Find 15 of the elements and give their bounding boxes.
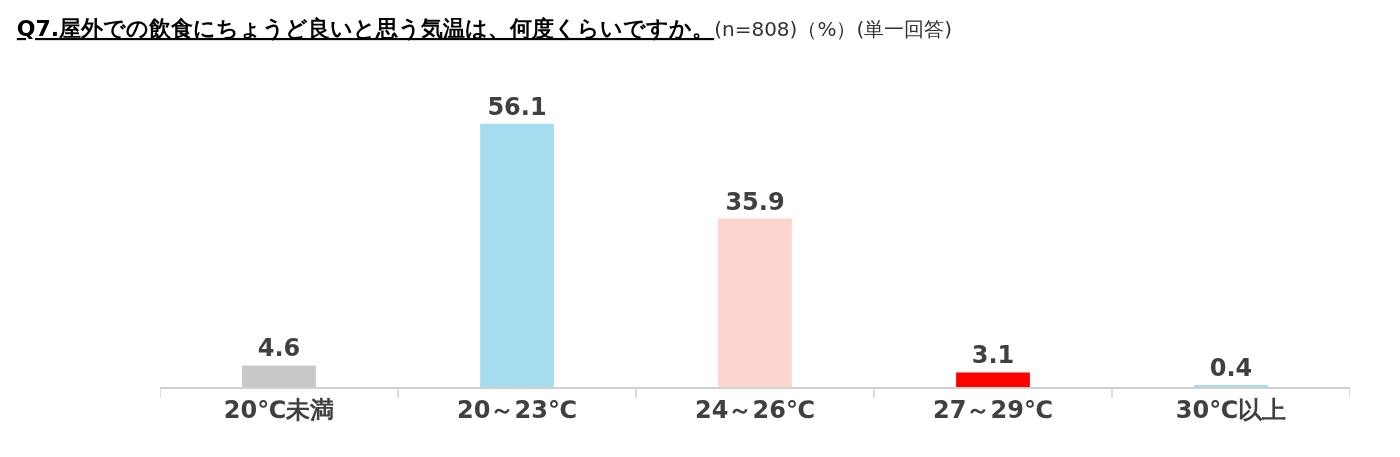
bar bbox=[956, 372, 1030, 387]
data-label: 35.9 bbox=[725, 187, 785, 216]
data-label: 0.4 bbox=[1209, 354, 1253, 382]
x-tick-label: 20℃未満 bbox=[223, 395, 335, 424]
chart-subtitle: (n=808)（%）(単一回答) bbox=[714, 16, 952, 41]
data-label: 4.6 bbox=[257, 334, 301, 363]
data-label: 3.1 bbox=[971, 341, 1015, 370]
x-tick-label: 30℃以上 bbox=[1175, 395, 1287, 424]
x-tick-label: 27～29℃ bbox=[933, 395, 1053, 424]
bar bbox=[718, 218, 792, 387]
data-label: 56.1 bbox=[487, 92, 547, 121]
x-tick-label: 24～26℃ bbox=[695, 395, 815, 424]
chart-title: Q7.屋外での飲食にちょうど良いと思う気温は、何度くらいですか。 bbox=[16, 15, 715, 41]
x-tick-label: 20～23℃ bbox=[457, 395, 577, 424]
bar bbox=[480, 123, 554, 387]
